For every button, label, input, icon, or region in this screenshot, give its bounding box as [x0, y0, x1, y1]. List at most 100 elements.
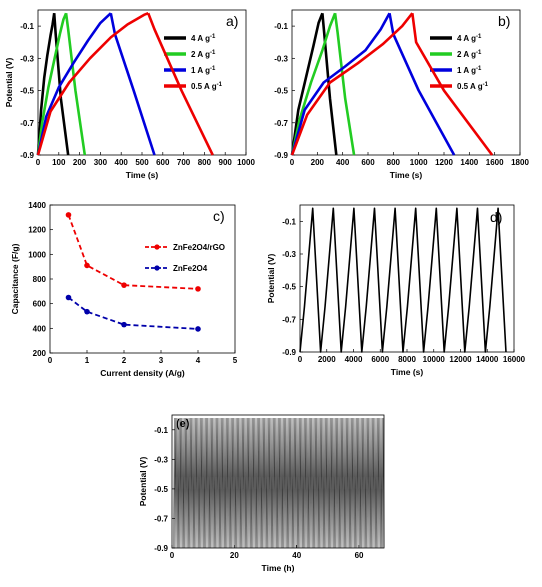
x-tick-label: 2	[122, 356, 127, 365]
x-tick-label: 400	[336, 158, 350, 167]
legend-label: ZnFe2O4	[173, 264, 208, 273]
y-tick-label: -0.5	[282, 283, 296, 292]
series-2-charge-line	[36, 12, 112, 156]
plot-frame	[291, 9, 521, 156]
x-tick-label: 300	[94, 158, 108, 167]
legend-label: 2 A g-1	[457, 50, 482, 59]
x-tick-label: 1	[85, 356, 90, 365]
x-tick-label: 1000	[410, 158, 428, 167]
y-axis-label: Potential (V)	[266, 254, 276, 304]
x-tick-label: 16000	[503, 355, 526, 364]
y-tick-label: -0.5	[274, 87, 288, 96]
x-tick-label: 1400	[460, 158, 478, 167]
legend-superscript: -1	[217, 82, 223, 88]
x-axis-label: Time (s)	[391, 367, 424, 377]
legend-superscript: -1	[476, 34, 482, 40]
series-2-discharge-line	[388, 12, 456, 156]
legend-superscript: -1	[476, 50, 482, 56]
legend-marker	[154, 244, 160, 250]
panel-label: b)	[498, 13, 510, 29]
y-tick-label: -0.7	[282, 315, 296, 324]
x-tick-label: 0	[170, 551, 175, 560]
panel-b: 0 200 400 600 800 1000 1200 1400 1600 1800 -0.1 -0.…	[274, 9, 529, 180]
x-tick-label: 5	[233, 356, 238, 365]
y-axis-label: Potential (V)	[138, 457, 148, 507]
panel-a: 0 100 200 300 400 500 600 700 800 900 1000 -0.1 -0.3…	[4, 9, 255, 180]
legend-name: 0.5 A g	[191, 82, 217, 91]
y-tick-label: -0.7	[20, 119, 34, 128]
x-tick-label: 4000	[345, 355, 363, 364]
y-tick-label: -0.1	[282, 217, 296, 226]
legend-name: 1 A g	[191, 66, 210, 75]
legend-name: 2 A g	[457, 50, 476, 59]
series-1-line	[67, 296, 199, 330]
series-0-point	[65, 212, 72, 218]
x-tick-label: 500	[135, 158, 149, 167]
series-3-charge-line	[36, 12, 149, 156]
legend-label: 1 A g-1	[457, 66, 482, 75]
series-1-charge-line	[36, 12, 68, 156]
series-3-discharge-line	[411, 13, 494, 156]
legend-superscript: -1	[476, 66, 482, 72]
x-tick-label: 800	[198, 158, 212, 167]
y-axis-label: Capacitance (F/g)	[10, 243, 20, 314]
legend-label: 1 A g-1	[191, 66, 216, 75]
x-tick-label: 1200	[435, 158, 453, 167]
y-tick-label: 400	[33, 324, 47, 333]
y-tick-label: -0.7	[154, 514, 168, 523]
legend-superscript: -1	[210, 50, 216, 56]
legend-label: 4 A g-1	[191, 34, 216, 43]
series-0-point	[121, 282, 127, 288]
series-0-charge-line	[36, 13, 56, 156]
series-3-discharge-line	[147, 12, 214, 156]
panel-d: 0 2000 4000 6000 8000 10000 12000 14000 16000 -0.…	[266, 204, 526, 377]
panel-e: 0 20 40 60 -0.1 -0.3 -0.5 -0.7 -0.9 Time (h) Poten…	[138, 414, 385, 573]
legend-superscript: -1	[210, 34, 216, 40]
y-tick-label: -0.9	[20, 151, 34, 160]
series-3-charge-line	[290, 12, 414, 156]
x-tick-label: 0	[48, 356, 53, 365]
x-tick-label: 0	[298, 355, 303, 364]
y-tick-label: -0.1	[20, 22, 34, 31]
x-tick-label: 0	[290, 158, 295, 167]
series-0-point	[195, 286, 201, 292]
series-1-point	[65, 294, 72, 301]
x-tick-label: 1600	[486, 158, 504, 167]
x-tick-label: 200	[73, 158, 87, 167]
y-tick-label: 1200	[28, 226, 46, 235]
y-tick-label: -0.1	[274, 22, 288, 31]
series-0-line	[67, 214, 199, 290]
y-tick-label: 200	[33, 349, 47, 358]
x-tick-label: 4	[196, 356, 201, 365]
legend-name: 2 A g	[191, 50, 210, 59]
series-2-charge-line	[290, 12, 391, 156]
x-tick-label: 900	[219, 158, 233, 167]
x-tick-label: 600	[156, 158, 170, 167]
x-tick-label: 400	[115, 158, 129, 167]
y-tick-label: 600	[33, 300, 47, 309]
legend-superscript: -1	[210, 66, 216, 72]
legend-label: ZnFe2O4/rGO	[173, 243, 225, 252]
x-tick-label: 1800	[511, 158, 529, 167]
x-tick-label: 600	[361, 158, 375, 167]
panel-label: a)	[226, 13, 238, 29]
y-tick-label: -0.5	[20, 87, 34, 96]
cycling-line	[299, 207, 507, 353]
x-tick-label: 800	[387, 158, 401, 167]
series-0-charge-line	[290, 12, 324, 156]
x-axis-label: Time (s)	[126, 170, 159, 180]
x-tick-label: 10000	[423, 355, 446, 364]
legend-name: 1 A g	[457, 66, 476, 75]
y-tick-label: -0.1	[154, 426, 168, 435]
series-0-discharge-line	[52, 13, 70, 156]
x-tick-label: 3	[159, 356, 164, 365]
legend-label: 0.5 A g-1	[457, 82, 489, 91]
legend-label: 2 A g-1	[191, 50, 216, 59]
legend-name: 4 A g	[191, 34, 210, 43]
y-axis-label: Potential (V)	[4, 58, 14, 108]
series-0-point	[84, 262, 90, 269]
x-tick-label: 12000	[449, 355, 472, 364]
x-tick-label: 0	[36, 158, 41, 167]
x-tick-label: 40	[292, 551, 301, 560]
